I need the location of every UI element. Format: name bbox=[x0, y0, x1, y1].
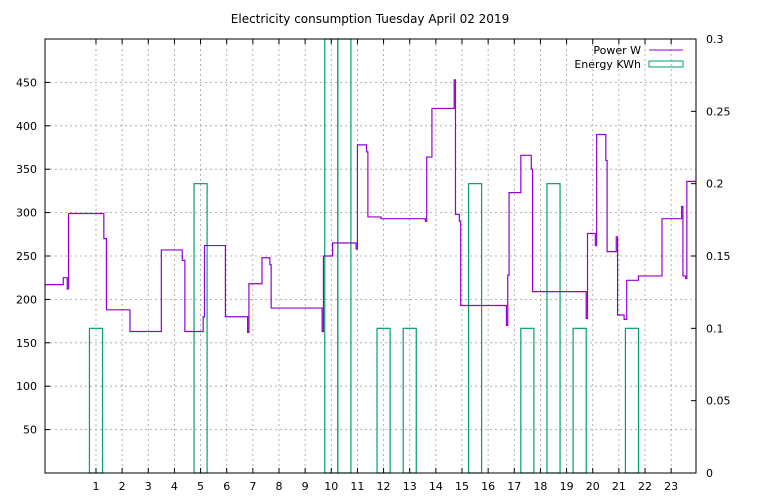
energy-bar bbox=[546, 183, 561, 474]
grid bbox=[45, 39, 696, 473]
y2-tick-label: 0.25 bbox=[706, 105, 731, 118]
y-tick-label: 200 bbox=[16, 293, 37, 306]
power-line bbox=[45, 79, 696, 333]
x-tick-label: 21 bbox=[612, 480, 626, 493]
y-tick-label: 100 bbox=[16, 380, 37, 393]
axes: 1 2 3 4 5 6 7 8 9 10 11 12 13 14 15 16 17 18 19 20 21 22 23501… bbox=[16, 33, 731, 493]
y2-tick-label: 0 bbox=[706, 467, 713, 480]
y2-tick-label: 0.3 bbox=[706, 33, 724, 46]
legend-label-energy: Energy KWh bbox=[574, 58, 641, 71]
x-tick-label: 17 bbox=[507, 480, 521, 493]
y-tick-label: 400 bbox=[16, 120, 37, 133]
chart-title: Electricity consumption Tuesday April 02… bbox=[231, 12, 509, 26]
y-tick-label: 250 bbox=[16, 250, 37, 263]
energy-bar bbox=[624, 327, 640, 474]
y-tick-label: 350 bbox=[16, 163, 37, 176]
legend-label-power: Power W bbox=[593, 44, 641, 57]
x-tick-label: 11 bbox=[350, 480, 364, 493]
x-tick-label: 14 bbox=[429, 480, 443, 493]
x-tick-label: 6 bbox=[223, 480, 230, 493]
x-tick-label: 10 bbox=[324, 480, 338, 493]
legend: Power W Energy KWh bbox=[574, 44, 684, 71]
x-tick-label: 2 bbox=[119, 480, 126, 493]
y2-tick-label: 0.15 bbox=[706, 250, 731, 263]
x-tick-label: 19 bbox=[560, 480, 574, 493]
y-tick-label: 150 bbox=[16, 337, 37, 350]
x-tick-label: 1 bbox=[92, 480, 99, 493]
x-tick-label: 9 bbox=[302, 480, 309, 493]
x-tick-label: 5 bbox=[197, 480, 204, 493]
x-tick-label: 13 bbox=[403, 480, 417, 493]
x-tick-label: 8 bbox=[275, 480, 282, 493]
x-tick-label: 15 bbox=[455, 480, 469, 493]
x-tick-label: 18 bbox=[533, 480, 547, 493]
power-series bbox=[45, 79, 696, 333]
y2-tick-label: 0.1 bbox=[706, 322, 724, 335]
legend-swatch-energy bbox=[648, 60, 684, 68]
x-tick-label: 16 bbox=[481, 480, 495, 493]
x-tick-label: 3 bbox=[145, 480, 152, 493]
y2-tick-label: 0.05 bbox=[706, 395, 731, 408]
x-tick-label: 7 bbox=[249, 480, 256, 493]
y-tick-label: 300 bbox=[16, 207, 37, 220]
y-tick-label: 450 bbox=[16, 76, 37, 89]
x-tick-label: 4 bbox=[171, 480, 178, 493]
x-tick-label: 22 bbox=[638, 480, 652, 493]
x-tick-label: 23 bbox=[664, 480, 678, 493]
energy-bar bbox=[337, 38, 352, 474]
x-tick-label: 12 bbox=[377, 480, 391, 493]
y2-tick-label: 0.2 bbox=[706, 178, 724, 191]
energy-bar bbox=[520, 327, 535, 474]
y-tick-label: 50 bbox=[23, 424, 37, 437]
x-tick-label: 20 bbox=[586, 480, 600, 493]
energy-bar bbox=[572, 327, 587, 474]
